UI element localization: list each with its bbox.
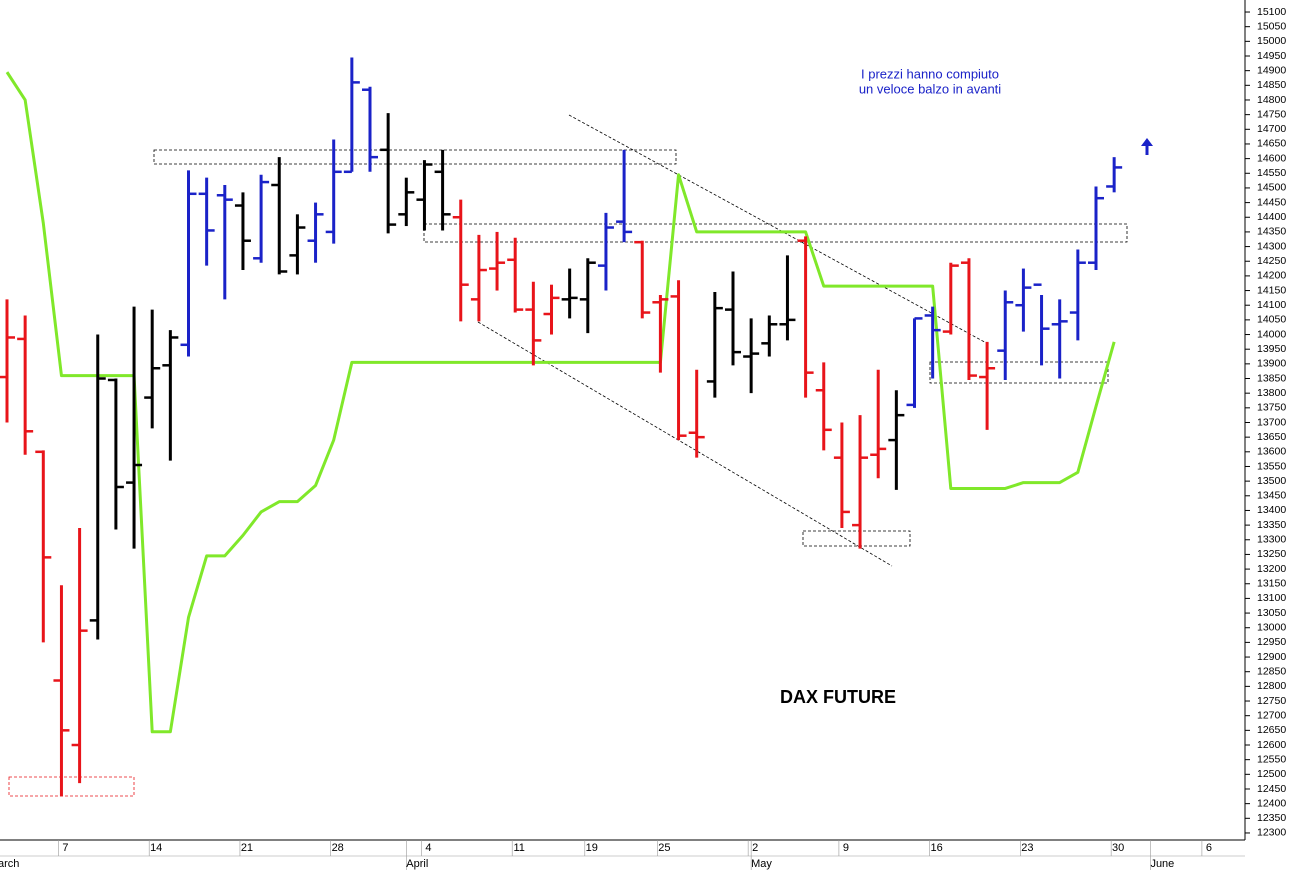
y-tick-label: 12450 (1257, 783, 1286, 795)
y-tick-label: 15000 (1257, 35, 1286, 47)
y-tick-label: 13350 (1257, 519, 1286, 531)
y-tick-label: 14750 (1257, 108, 1286, 120)
x-tick-label: 28 (332, 842, 344, 854)
x-tick-label: 6 (1206, 842, 1212, 854)
x-tick-label: 21 (241, 842, 253, 854)
y-tick-label: 13800 (1257, 387, 1286, 399)
y-tick-label: 12650 (1257, 724, 1286, 736)
y-tick-label: 12700 (1257, 709, 1286, 721)
level-box (423, 223, 1128, 243)
y-tick-label: 13600 (1257, 446, 1286, 458)
y-tick-label: 13500 (1257, 475, 1286, 487)
level-box (802, 530, 911, 547)
y-tick-label: 12400 (1257, 797, 1286, 809)
y-tick-label: 12300 (1257, 827, 1286, 839)
y-tick-label: 14950 (1257, 50, 1286, 62)
y-tick-label: 12850 (1257, 665, 1286, 677)
y-tick-label: 14700 (1257, 123, 1286, 135)
annotation: I prezzi hanno compiuto (861, 66, 999, 81)
y-tick-label: 14250 (1257, 255, 1286, 267)
y-tick-label: 14450 (1257, 196, 1286, 208)
x-tick-label: 11 (513, 842, 524, 854)
y-tick-label: 13950 (1257, 343, 1286, 355)
y-tick-label: 14300 (1257, 240, 1286, 252)
y-tick-label: 12600 (1257, 739, 1286, 751)
y-tick-label: 14600 (1257, 152, 1286, 164)
arrow-head (1141, 138, 1153, 146)
y-tick-label: 13450 (1257, 490, 1286, 502)
y-tick-label: 13850 (1257, 372, 1286, 384)
y-tick-label: 14650 (1257, 138, 1286, 150)
x-tick-label: 16 (931, 842, 943, 854)
y-tick-label: 13300 (1257, 534, 1286, 546)
x-tick-label: 14 (150, 842, 162, 854)
y-tick-label: 15100 (1257, 6, 1286, 18)
y-tick-label: 14400 (1257, 211, 1286, 223)
x-tick-label: 30 (1112, 842, 1124, 854)
level-box (8, 776, 135, 797)
month-label: May (751, 858, 772, 870)
x-tick-label: 19 (586, 842, 598, 854)
y-tick-label: 13550 (1257, 460, 1286, 472)
y-tick-label: 12350 (1257, 812, 1286, 824)
x-tick-label: 4 (425, 842, 431, 854)
y-tick-label: 13150 (1257, 578, 1286, 590)
y-tick-label: 13650 (1257, 431, 1286, 443)
month-label: June (1150, 858, 1174, 870)
month-label: March (0, 858, 19, 870)
annotation: un veloce balzo in avanti (859, 81, 1001, 96)
y-tick-label: 12800 (1257, 680, 1286, 692)
y-tick-label: 13200 (1257, 563, 1286, 575)
y-tick-label: 14850 (1257, 79, 1286, 91)
y-tick-label: 13400 (1257, 504, 1286, 516)
chart-title: DAX FUTURE (780, 687, 896, 707)
y-tick-label: 14000 (1257, 328, 1286, 340)
y-tick-label: 12750 (1257, 695, 1286, 707)
y-tick-label: 12500 (1257, 768, 1286, 780)
indicator-line (5, 71, 1116, 734)
y-tick-label: 14500 (1257, 182, 1286, 194)
y-tick-label: 14200 (1257, 270, 1286, 282)
y-tick-label: 14900 (1257, 64, 1286, 76)
x-tick-label: 9 (843, 842, 849, 854)
x-tick-label: 25 (658, 842, 670, 854)
level-box (153, 149, 677, 165)
x-tick-label: 2 (752, 842, 758, 854)
y-tick-label: 13900 (1257, 358, 1286, 370)
y-tick-label: 15050 (1257, 20, 1286, 32)
y-tick-label: 13000 (1257, 622, 1286, 634)
y-tick-label: 12900 (1257, 651, 1286, 663)
y-tick-label: 13250 (1257, 548, 1286, 560)
y-tick-label: 14150 (1257, 284, 1286, 296)
x-tick-label: 23 (1021, 842, 1033, 854)
level-box (929, 361, 1109, 384)
y-tick-label: 13050 (1257, 607, 1286, 619)
x-tick-label: 7 (62, 842, 68, 854)
y-tick-label: 12550 (1257, 753, 1286, 765)
y-tick-label: 14350 (1257, 226, 1286, 238)
month-label: April (406, 858, 428, 870)
y-tick-label: 13700 (1257, 416, 1286, 428)
y-tick-label: 12950 (1257, 636, 1286, 648)
y-tick-label: 14800 (1257, 94, 1286, 106)
y-tick-label: 13750 (1257, 402, 1286, 414)
up-arrow (1141, 138, 1153, 155)
y-tick-label: 14100 (1257, 299, 1286, 311)
y-tick-label: 14050 (1257, 314, 1286, 326)
y-tick-label: 14550 (1257, 167, 1286, 179)
y-tick-label: 13100 (1257, 592, 1286, 604)
